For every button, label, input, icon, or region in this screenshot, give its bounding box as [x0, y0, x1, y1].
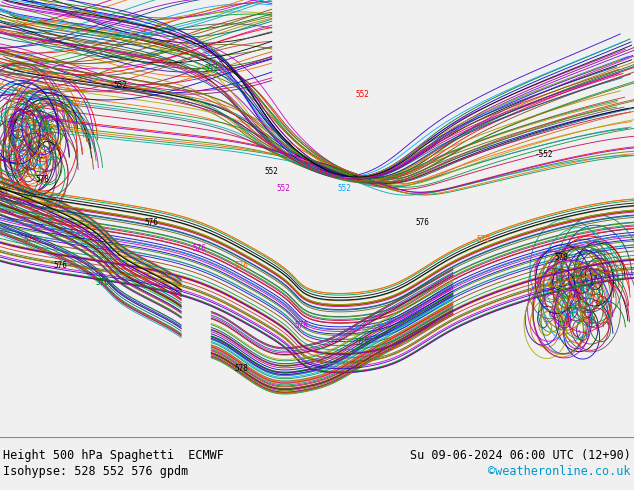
- Text: ©weatheronline.co.uk: ©weatheronline.co.uk: [488, 466, 631, 478]
- Text: 578: 578: [555, 253, 569, 262]
- Text: 576: 576: [235, 261, 249, 270]
- Text: 576: 576: [96, 278, 110, 287]
- Text: 552: 552: [355, 90, 369, 99]
- Text: Height 500 hPa Spaghetti  ECMWF: Height 500 hPa Spaghetti ECMWF: [3, 449, 224, 462]
- Text: 578: 578: [23, 236, 37, 245]
- Text: 576: 576: [416, 219, 430, 227]
- Text: 552: 552: [41, 116, 55, 124]
- Text: Su 09-06-2024 06:00 UTC (12+90): Su 09-06-2024 06:00 UTC (12+90): [410, 449, 631, 462]
- Text: 552: 552: [72, 98, 86, 107]
- Text: 578: 578: [476, 236, 490, 245]
- Text: 552: 552: [114, 81, 127, 90]
- Text: 576: 576: [192, 244, 206, 253]
- Text: 552: 552: [277, 184, 291, 193]
- Text: -552: -552: [534, 150, 553, 159]
- Text: 576: 576: [53, 261, 67, 270]
- Text: 552: 552: [204, 64, 218, 73]
- Text: 552: 552: [265, 167, 279, 176]
- Text: 578: 578: [295, 321, 309, 330]
- Text: 578: 578: [36, 175, 49, 184]
- Text: 578: 578: [355, 338, 369, 347]
- Text: 576: 576: [144, 219, 158, 227]
- Text: 578: 578: [235, 364, 249, 373]
- Text: 552: 552: [337, 184, 351, 193]
- Text: Isohypse: 528 552 576 gpdm: Isohypse: 528 552 576 gpdm: [3, 466, 188, 478]
